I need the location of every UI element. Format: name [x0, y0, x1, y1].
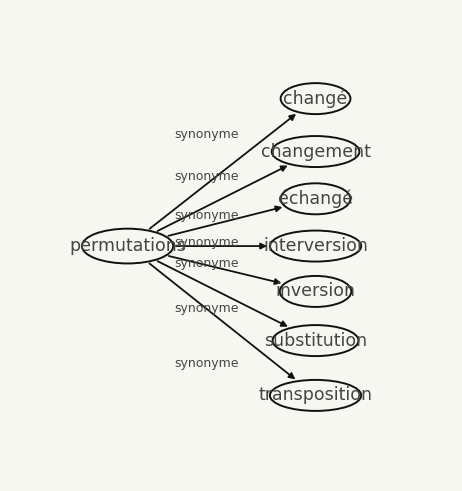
FancyArrowPatch shape — [150, 264, 294, 378]
Text: synonyme: synonyme — [174, 209, 238, 222]
Text: transposition: transposition — [259, 386, 372, 405]
Text: changement: changement — [261, 142, 371, 161]
Text: changé: changé — [283, 89, 348, 108]
Text: synonyme: synonyme — [174, 128, 238, 141]
Text: permutations: permutations — [69, 237, 186, 255]
Text: synonyme: synonyme — [174, 257, 238, 270]
FancyArrowPatch shape — [176, 244, 265, 248]
Text: interversion: interversion — [263, 237, 368, 255]
Text: synonyme: synonyme — [174, 169, 238, 183]
Text: échangé: échangé — [278, 190, 353, 208]
Text: inversion: inversion — [275, 282, 356, 300]
FancyArrowPatch shape — [158, 261, 286, 326]
Text: synonyme: synonyme — [174, 302, 238, 315]
Text: synonyme: synonyme — [174, 357, 238, 370]
FancyArrowPatch shape — [169, 256, 280, 284]
FancyArrowPatch shape — [158, 166, 286, 231]
FancyArrowPatch shape — [168, 206, 280, 236]
Text: substitution: substitution — [264, 331, 367, 350]
Text: synonyme: synonyme — [174, 236, 238, 249]
FancyArrowPatch shape — [150, 115, 295, 229]
